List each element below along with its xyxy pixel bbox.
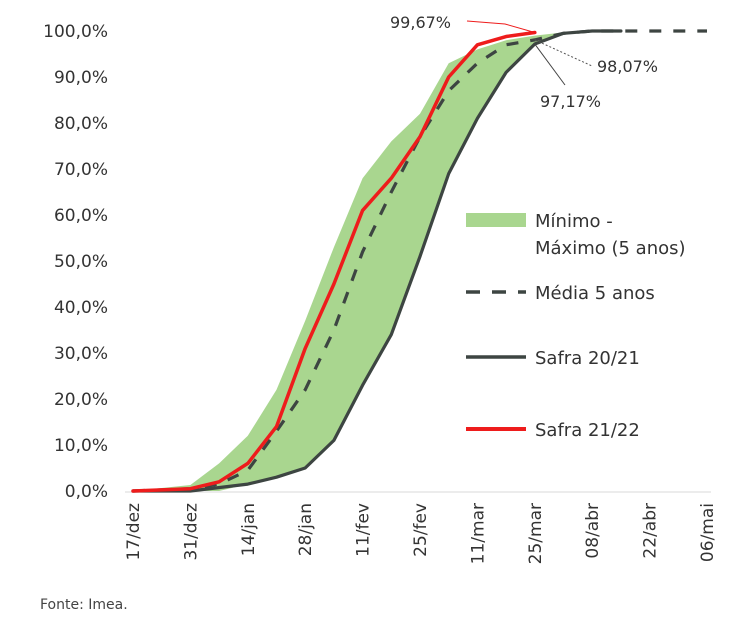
source-note: Fonte: Imea.: [40, 597, 128, 613]
series-line-safra-20-21: [131, 29, 623, 493]
y-tick-label: 100,0%: [43, 22, 108, 42]
x-tick-label: 17/dez: [124, 503, 144, 561]
min-max-band: [133, 31, 593, 491]
legend-swatch-band: [466, 213, 526, 227]
annotation-label: 97,17%: [540, 92, 601, 111]
y-tick-label: 30,0%: [54, 344, 108, 364]
x-tick-label: 28/jan: [296, 503, 316, 556]
x-tick-label: 08/abr: [583, 503, 603, 559]
x-tick-label: 14/jan: [239, 503, 259, 556]
y-tick-label: 40,0%: [54, 298, 108, 318]
x-tick-label: 11/mar: [468, 503, 488, 564]
legend-label: Safra 20/21: [535, 348, 640, 369]
y-tick-label: 60,0%: [54, 206, 108, 226]
y-tick-label: 90,0%: [54, 68, 108, 88]
legend-label: Mínimo -: [535, 211, 613, 232]
x-tick-label: 25/mar: [526, 503, 546, 564]
y-tick-label: 0,0%: [65, 482, 108, 502]
x-tick-label: 31/dez: [181, 503, 201, 561]
x-tick-label: 25/fev: [411, 503, 431, 557]
y-tick-label: 20,0%: [54, 390, 108, 410]
y-tick-label: 50,0%: [54, 252, 108, 272]
x-tick-label: 11/fev: [354, 503, 374, 557]
legend-label: Média 5 anos: [535, 283, 655, 304]
y-tick-label: 10,0%: [54, 436, 108, 456]
y-tick-label: 80,0%: [54, 114, 108, 134]
series-line-safra-21-22: [131, 30, 537, 493]
series-line-m-dia-5-anos: [132, 29, 707, 493]
x-tick-label: 22/abr: [641, 503, 661, 559]
annotation-label: 98,07%: [597, 57, 658, 76]
annotation-leader: [534, 39, 593, 67]
x-tick-label: 06/mai: [698, 503, 718, 562]
annotation-label: 99,67%: [390, 13, 451, 32]
annotation-leader: [534, 43, 566, 86]
legend-label: Safra 21/22: [535, 420, 640, 441]
y-tick-label: 70,0%: [54, 160, 108, 180]
annotation-leader: [466, 20, 535, 33]
legend-label: Máximo (5 anos): [535, 238, 686, 259]
